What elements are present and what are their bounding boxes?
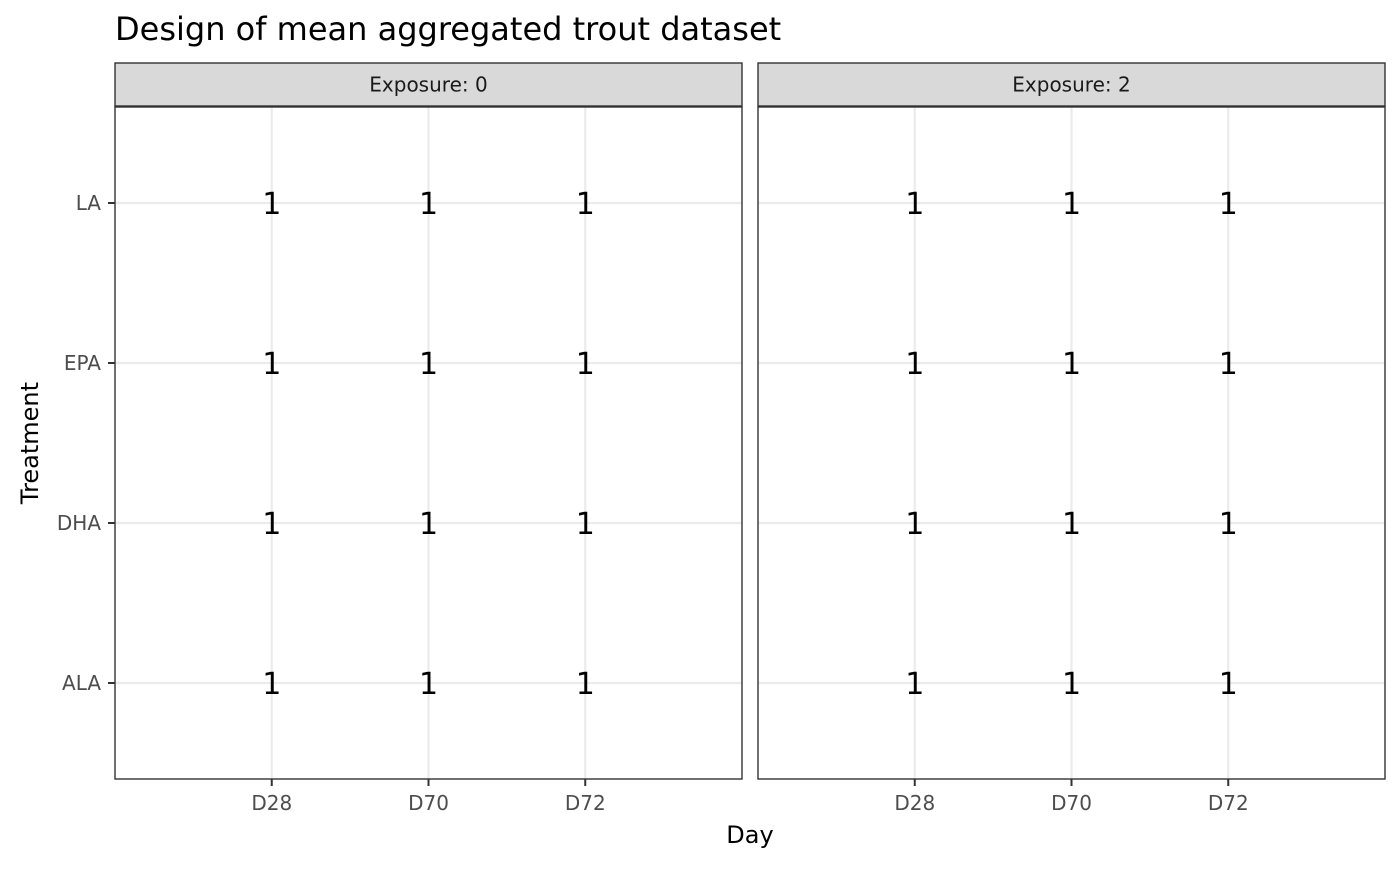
- y-tick-label: EPA: [64, 351, 101, 375]
- facet-strip-label: Exposure: 2: [1012, 73, 1130, 97]
- y-tick-label: ALA: [62, 671, 101, 695]
- cell-count-label: 1: [262, 347, 281, 382]
- cell-count-label: 1: [1062, 507, 1081, 542]
- x-tick-label: D70: [1051, 791, 1092, 815]
- facet-panel-0: Exposure: 0 1 1 1 1 1 1 1 1 1 1 1 1 D28 D70 D72: [114, 62, 743, 815]
- cell-count-label: 1: [576, 667, 595, 702]
- cell-count-label: 1: [1062, 187, 1081, 222]
- facet-panel-1: Exposure: 2 1 1 1 1 1 1 1 1 1 1 1 1 D28 D70 D72: [757, 62, 1386, 815]
- facet-strip: [114, 62, 743, 107]
- cell-count-label: 1: [262, 187, 281, 222]
- cell-count-label: 1: [1219, 667, 1238, 702]
- cell-count-label: 1: [905, 187, 924, 222]
- x-tick-label: D72: [565, 791, 606, 815]
- x-axis-title: Day: [726, 821, 773, 849]
- cell-count-label: 1: [262, 507, 281, 542]
- x-tick-label: D72: [1208, 791, 1249, 815]
- cell-count-label: 1: [419, 347, 438, 382]
- y-tick-label: DHA: [57, 511, 101, 535]
- chart-title: Design of mean aggregated trout dataset: [115, 10, 781, 48]
- x-tick-label: D28: [894, 791, 935, 815]
- cell-count-label: 1: [576, 347, 595, 382]
- facet-strip-label: Exposure: 0: [369, 73, 487, 97]
- cell-count-label: 1: [1219, 347, 1238, 382]
- y-axis: LA EPA DHA ALA: [57, 191, 115, 695]
- x-tick-label: D28: [251, 791, 292, 815]
- x-tick-label: D70: [408, 791, 449, 815]
- cell-count-label: 1: [1219, 507, 1238, 542]
- y-axis-title: Treatment: [16, 382, 44, 505]
- cell-count-label: 1: [905, 347, 924, 382]
- cell-count-label: 1: [1062, 347, 1081, 382]
- cell-count-label: 1: [905, 507, 924, 542]
- cell-count-label: 1: [1219, 187, 1238, 222]
- cell-count-label: 1: [419, 187, 438, 222]
- facet-strip: [757, 62, 1386, 107]
- cell-count-label: 1: [419, 507, 438, 542]
- cell-count-label: 1: [419, 667, 438, 702]
- cell-count-label: 1: [576, 507, 595, 542]
- cell-count-label: 1: [905, 667, 924, 702]
- cell-count-label: 1: [262, 667, 281, 702]
- y-tick-label: LA: [76, 191, 102, 215]
- cell-count-label: 1: [1062, 667, 1081, 702]
- cell-count-label: 1: [576, 187, 595, 222]
